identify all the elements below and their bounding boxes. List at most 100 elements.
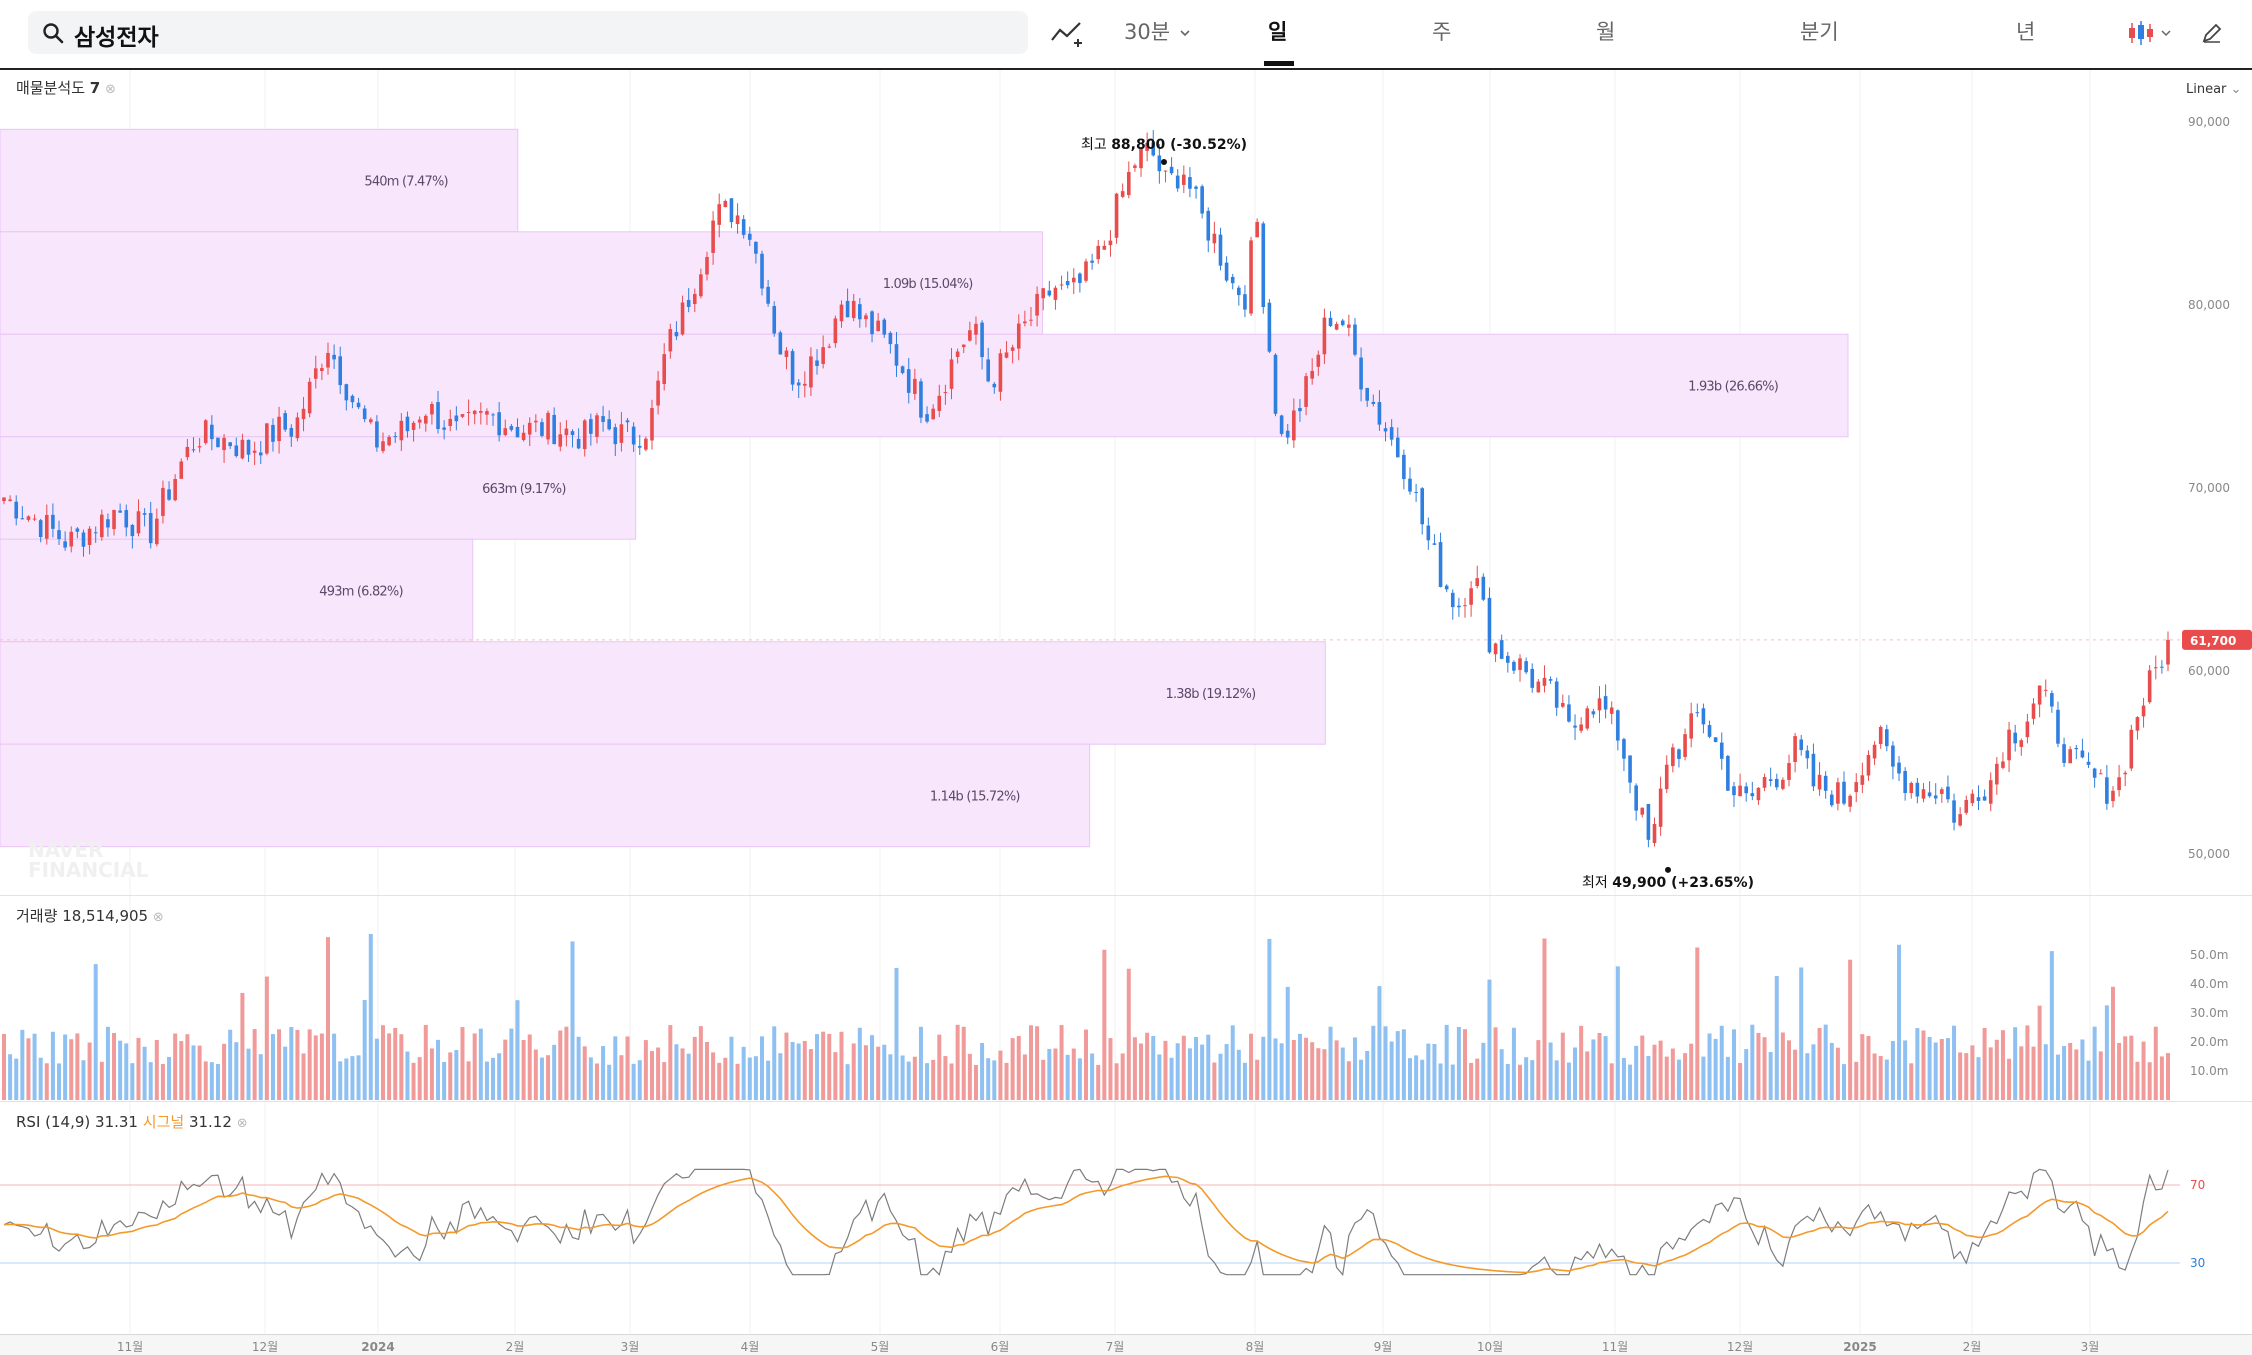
volume-bar: [949, 1063, 954, 1100]
volume-bar: [1927, 1036, 1932, 1100]
price-tick-label: 70,000: [2188, 481, 2230, 495]
volume-bar: [2092, 1026, 2097, 1100]
candle-body: [1591, 711, 1596, 715]
volume-bar: [1304, 1037, 1309, 1100]
volume-bar: [1334, 1040, 1339, 1100]
volume-bar: [1658, 1040, 1663, 1100]
candle-body: [1126, 171, 1131, 196]
interval-select[interactable]: 30분: [1124, 20, 1171, 44]
volume-bar: [900, 1055, 905, 1100]
tab-day[interactable]: 일: [1268, 20, 1288, 44]
candle-body: [2135, 717, 2140, 731]
volume-bar: [1634, 1045, 1639, 1100]
volume-bar: [429, 1048, 434, 1100]
volume-bar: [2025, 1025, 2030, 1100]
close-icon[interactable]: ⊗: [236, 1116, 248, 1131]
candle-body: [1958, 814, 1962, 826]
volume-bar: [2037, 1005, 2042, 1100]
candle-body: [870, 311, 874, 335]
volume-bar: [179, 1041, 184, 1100]
candle-body: [332, 354, 336, 360]
tab-quarter[interactable]: 분기: [1800, 20, 1839, 44]
volume-bar: [1469, 1062, 1474, 1100]
volume-bar: [1964, 1053, 1969, 1100]
volume-bar: [167, 1057, 172, 1100]
candle-body: [87, 528, 92, 545]
search-input[interactable]: 삼성전자: [74, 25, 159, 51]
volume-bar: [1591, 1039, 1596, 1100]
volume-bar: [662, 1062, 667, 1100]
tab-month[interactable]: 월: [1596, 20, 1616, 44]
candle-body: [790, 351, 795, 385]
tab-week[interactable]: 주: [1432, 20, 1452, 44]
candle-body: [778, 332, 783, 355]
volume-bar: [1585, 1051, 1590, 1100]
candle-body: [1505, 655, 1510, 663]
chevron-down-icon[interactable]: ⌄: [2230, 82, 2242, 97]
candle-body: [1322, 317, 1327, 355]
candle-body: [1609, 707, 1614, 714]
candle-body: [1829, 794, 1834, 806]
close-icon[interactable]: ⊗: [152, 910, 164, 925]
volume-bar: [1145, 1032, 1150, 1100]
volume-bar: [564, 1026, 569, 1100]
candle-body: [14, 501, 19, 519]
candle-body: [540, 422, 544, 436]
candle-body: [2086, 761, 2091, 765]
volume-bar: [63, 1034, 68, 1100]
candle-body: [1108, 240, 1113, 246]
volume-bar: [1731, 1029, 1736, 1100]
pencil-icon[interactable]: [2200, 21, 2224, 45]
candle-body: [161, 487, 165, 516]
volume-bar: [1646, 1055, 1651, 1100]
volume-bar: [1047, 1048, 1052, 1100]
volume-bar: [1597, 1032, 1602, 1100]
time-tick-label: 5월: [871, 1340, 890, 1354]
volume-bar: [1976, 1057, 1981, 1100]
indicator-add-icon[interactable]: [1050, 18, 1086, 48]
candle-body: [1799, 739, 1804, 751]
volume-bar: [1426, 1043, 1431, 1100]
chevron-down-icon[interactable]: [1178, 29, 1192, 39]
candle-body: [338, 356, 343, 386]
candle-body: [2105, 777, 2109, 804]
candle-body: [497, 412, 501, 436]
candle-body: [1933, 795, 1938, 799]
candle-type-icon[interactable]: [2126, 18, 2156, 48]
volume-bar: [1909, 1063, 1914, 1100]
chevron-down-icon[interactable]: [2160, 29, 2172, 39]
volume-bar: [270, 1034, 275, 1100]
volume-bar: [1255, 1059, 1260, 1100]
volume-bar: [105, 1026, 110, 1100]
candle-body: [1738, 785, 1742, 797]
volume-bar: [344, 1058, 349, 1100]
volume-bar: [588, 1057, 593, 1100]
volume-bar: [1542, 938, 1547, 1100]
price-axis: 90,000 80,000 70,000 60,000 50,000 61,700: [0, 115, 2252, 861]
volume-bar: [821, 1031, 826, 1100]
volume-bar: [1395, 1031, 1400, 1100]
candle-body: [387, 436, 391, 446]
candle-body: [210, 424, 214, 440]
volume-bar: [2110, 986, 2115, 1100]
volume-bar: [1945, 1038, 1950, 1100]
volume-bar: [1371, 1025, 1376, 1100]
candle-body: [980, 322, 984, 358]
volume-bar: [338, 1061, 343, 1100]
candle-body: [1628, 755, 1632, 783]
candle-body: [2050, 693, 2054, 707]
scale-select[interactable]: Linear ⌄: [2186, 82, 2241, 97]
volume-bar: [1707, 1033, 1712, 1100]
candle-body: [75, 528, 80, 532]
volume-tick-label: 50.0m: [2190, 948, 2228, 962]
close-icon[interactable]: ⊗: [105, 82, 116, 97]
candle-body: [1304, 376, 1308, 407]
search-box[interactable]: 삼성전자: [28, 11, 1028, 54]
tab-year[interactable]: 년: [2016, 20, 2036, 44]
candle-body: [692, 293, 697, 305]
volume-profile-bar: [0, 231, 1044, 335]
volume-bar: [1524, 1057, 1529, 1100]
volume-bar: [1261, 1036, 1266, 1100]
scale-label[interactable]: Linear: [2186, 82, 2227, 97]
